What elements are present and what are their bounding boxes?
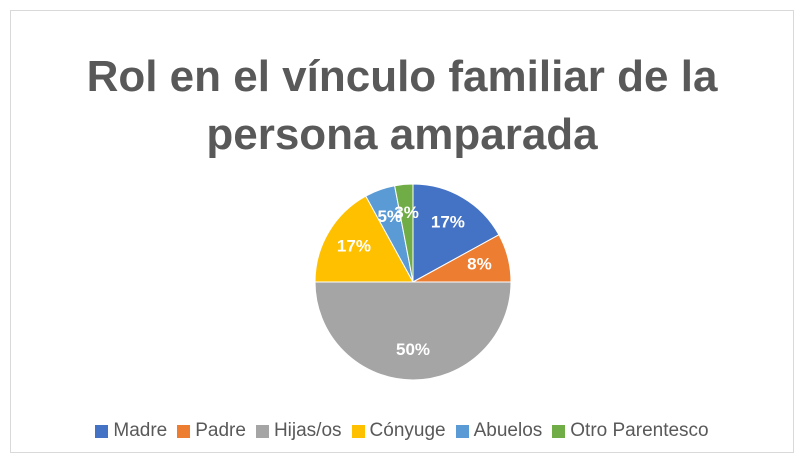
pie-slice [314,281,512,381]
legend: Madre Padre Hijas/os Cónyuge Abuelos Otro Par… [0,420,804,442]
legend-swatch [95,424,109,438]
data-label: 3% [394,203,419,222]
legend-swatch [177,424,191,438]
data-label: 8% [467,254,492,273]
legend-label: Madre [113,420,168,441]
data-label: 5% [377,207,402,226]
legend-label: Abuelos [473,420,543,441]
legend-label: Cónyuge [369,420,446,441]
legend-swatch [455,424,469,438]
legend-swatch [552,424,566,438]
pie-slice [394,183,414,283]
legend-item: Hijas/os [255,420,342,442]
legend-item: Otro Parentesco [552,420,709,442]
legend-label: Otro Parentesco [570,420,709,441]
data-label: 17% [337,237,371,256]
legend-label: Hijas/os [273,420,342,441]
legend-item: Padre [177,420,246,442]
pie-slice [314,195,414,283]
legend-swatch [255,424,269,438]
pie-slice [412,183,500,283]
legend-item: Abuelos [455,420,543,442]
chart-title: Rol en el vínculo familiar de la persona… [86,52,718,159]
legend-item: Cónyuge [351,420,446,442]
legend-item: Madre [95,420,167,442]
data-label: 50% [396,340,430,359]
legend-swatch [351,424,365,438]
legend-label: Padre [195,420,246,441]
data-label: 17% [431,212,465,231]
